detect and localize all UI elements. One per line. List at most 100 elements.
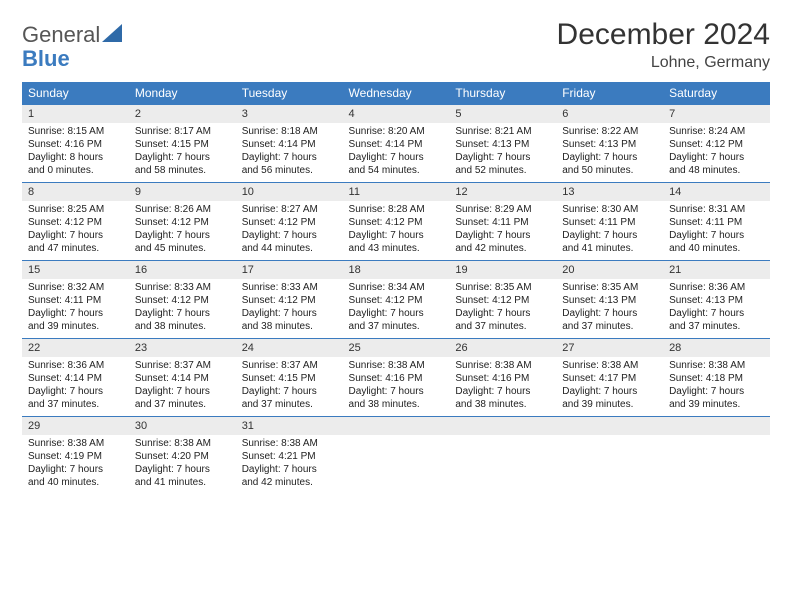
day-d1: Daylight: 7 hours bbox=[28, 385, 123, 398]
day-body bbox=[663, 435, 770, 441]
day-ss: Sunset: 4:19 PM bbox=[28, 450, 123, 463]
day-ss: Sunset: 4:13 PM bbox=[455, 138, 550, 151]
day-number: 22 bbox=[22, 338, 129, 357]
calendar-cell: 8Sunrise: 8:25 AMSunset: 4:12 PMDaylight… bbox=[22, 182, 129, 260]
day-number: 13 bbox=[556, 182, 663, 201]
day-sr: Sunrise: 8:38 AM bbox=[28, 437, 123, 450]
day-sr: Sunrise: 8:37 AM bbox=[242, 359, 337, 372]
day-d2: and 39 minutes. bbox=[28, 320, 123, 333]
day-body: Sunrise: 8:35 AMSunset: 4:12 PMDaylight:… bbox=[449, 279, 556, 337]
calendar-cell: 10 Sunrise: 8:27 AMSunset: 4:12 PMDayligh… bbox=[236, 182, 343, 260]
calendar-cell bbox=[556, 416, 663, 494]
day-d1: Daylight: 7 hours bbox=[135, 463, 230, 476]
calendar-cell bbox=[449, 416, 556, 494]
day-d2: and 38 minutes. bbox=[455, 398, 550, 411]
calendar-cell: 23Sunrise: 8:37 AMSunset: 4:14 PMDayligh… bbox=[129, 338, 236, 416]
day-body: Sunrise: 8:22 AMSunset: 4:13 PMDaylight:… bbox=[556, 123, 663, 181]
day-body: Sunrise: 8:37 AMSunset: 4:15 PMDaylight:… bbox=[236, 357, 343, 415]
calendar-cell: 26Sunrise: 8:38 AMSunset: 4:16 PMDayligh… bbox=[449, 338, 556, 416]
day-ss: Sunset: 4:13 PM bbox=[562, 138, 657, 151]
day-d2: and 44 minutes. bbox=[242, 242, 337, 255]
day-d1: Daylight: 7 hours bbox=[28, 463, 123, 476]
day-body: Sunrise: 8:36 AMSunset: 4:14 PMDaylight:… bbox=[22, 357, 129, 415]
day-sr: Sunrise: 8:38 AM bbox=[135, 437, 230, 450]
day-body: Sunrise: 8:30 AMSunset: 4:11 PMDaylight:… bbox=[556, 201, 663, 259]
day-ss: Sunset: 4:15 PM bbox=[242, 372, 337, 385]
day-ss: Sunset: 4:16 PM bbox=[455, 372, 550, 385]
calendar-row: 15Sunrise: 8:32 AMSunset: 4:11 PMDayligh… bbox=[22, 260, 770, 338]
day-body: Sunrise: 8:37 AMSunset: 4:14 PMDaylight:… bbox=[129, 357, 236, 415]
day-d1: Daylight: 7 hours bbox=[455, 229, 550, 242]
day-body: Sunrise: 8:35 AMSunset: 4:13 PMDaylight:… bbox=[556, 279, 663, 337]
day-d1: Daylight: 7 hours bbox=[242, 229, 337, 242]
calendar-cell: 28Sunrise: 8:38 AMSunset: 4:18 PMDayligh… bbox=[663, 338, 770, 416]
day-body: Sunrise: 8:34 AMSunset: 4:12 PMDaylight:… bbox=[343, 279, 450, 337]
day-ss: Sunset: 4:14 PM bbox=[242, 138, 337, 151]
day-d2: and 38 minutes. bbox=[349, 398, 444, 411]
calendar-cell: 5Sunrise: 8:21 AMSunset: 4:13 PMDaylight… bbox=[449, 104, 556, 182]
day-d2: and 45 minutes. bbox=[135, 242, 230, 255]
day-d1: Daylight: 7 hours bbox=[242, 151, 337, 164]
day-d1: Daylight: 7 hours bbox=[135, 307, 230, 320]
day-d1: Daylight: 7 hours bbox=[349, 151, 444, 164]
day-number: 26 bbox=[449, 338, 556, 357]
day-d1: Daylight: 7 hours bbox=[562, 307, 657, 320]
day-ss: Sunset: 4:12 PM bbox=[455, 294, 550, 307]
calendar-cell: 16Sunrise: 8:33 AMSunset: 4:12 PMDayligh… bbox=[129, 260, 236, 338]
logo-word-blue: Blue bbox=[22, 46, 70, 71]
day-sr: Sunrise: 8:22 AM bbox=[562, 125, 657, 138]
day-sr: Sunrise: 8:32 AM bbox=[28, 281, 123, 294]
weekday-monday: Monday bbox=[129, 82, 236, 104]
day-ss: Sunset: 4:14 PM bbox=[28, 372, 123, 385]
day-ss: Sunset: 4:12 PM bbox=[242, 216, 337, 229]
day-number: 8 bbox=[22, 182, 129, 201]
day-number: 4 bbox=[343, 104, 450, 123]
day-sr: Sunrise: 8:33 AM bbox=[242, 281, 337, 294]
day-d1: Daylight: 7 hours bbox=[349, 307, 444, 320]
day-number bbox=[556, 416, 663, 435]
day-body: Sunrise: 8:18 AMSunset: 4:14 PMDaylight:… bbox=[236, 123, 343, 181]
day-d1: Daylight: 7 hours bbox=[455, 151, 550, 164]
day-body: Sunrise: 8:21 AMSunset: 4:13 PMDaylight:… bbox=[449, 123, 556, 181]
day-ss: Sunset: 4:13 PM bbox=[669, 294, 764, 307]
calendar-row: 29Sunrise: 8:38 AMSunset: 4:19 PMDayligh… bbox=[22, 416, 770, 494]
day-d1: Daylight: 7 hours bbox=[349, 385, 444, 398]
sail-icon bbox=[102, 24, 122, 42]
day-number: 16 bbox=[129, 260, 236, 279]
day-d2: and 42 minutes. bbox=[242, 476, 337, 489]
day-body: Sunrise: 8:36 AMSunset: 4:13 PMDaylight:… bbox=[663, 279, 770, 337]
weekday-header-row: Sunday Monday Tuesday Wednesday Thursday… bbox=[22, 82, 770, 104]
day-ss: Sunset: 4:20 PM bbox=[135, 450, 230, 463]
day-number: 19 bbox=[449, 260, 556, 279]
calendar-cell: 20Sunrise: 8:35 AMSunset: 4:13 PMDayligh… bbox=[556, 260, 663, 338]
calendar-cell: 24Sunrise: 8:37 AMSunset: 4:15 PMDayligh… bbox=[236, 338, 343, 416]
day-body bbox=[449, 435, 556, 441]
day-body: Sunrise: 8:38 AMSunset: 4:21 PMDaylight:… bbox=[236, 435, 343, 493]
day-sr: Sunrise: 8:27 AM bbox=[242, 203, 337, 216]
calendar-row: 8Sunrise: 8:25 AMSunset: 4:12 PMDaylight… bbox=[22, 182, 770, 260]
day-number: 1 bbox=[22, 104, 129, 123]
day-sr: Sunrise: 8:35 AM bbox=[562, 281, 657, 294]
day-sr: Sunrise: 8:15 AM bbox=[28, 125, 123, 138]
day-d2: and 56 minutes. bbox=[242, 164, 337, 177]
calendar-cell: 17Sunrise: 8:33 AMSunset: 4:12 PMDayligh… bbox=[236, 260, 343, 338]
day-d2: and 37 minutes. bbox=[669, 320, 764, 333]
day-number: 17 bbox=[236, 260, 343, 279]
day-d1: Daylight: 7 hours bbox=[135, 385, 230, 398]
day-d2: and 54 minutes. bbox=[349, 164, 444, 177]
header: General Blue December 2024 Lohne, German… bbox=[22, 18, 770, 72]
day-d2: and 48 minutes. bbox=[669, 164, 764, 177]
day-number: 30 bbox=[129, 416, 236, 435]
calendar-row: 22Sunrise: 8:36 AMSunset: 4:14 PMDayligh… bbox=[22, 338, 770, 416]
day-ss: Sunset: 4:14 PM bbox=[349, 138, 444, 151]
day-number: 10 bbox=[236, 182, 343, 201]
day-body: Sunrise: 8:32 AMSunset: 4:11 PMDaylight:… bbox=[22, 279, 129, 337]
day-body: Sunrise: 8:29 AMSunset: 4:11 PMDaylight:… bbox=[449, 201, 556, 259]
day-number: 21 bbox=[663, 260, 770, 279]
day-sr: Sunrise: 8:18 AM bbox=[242, 125, 337, 138]
day-d1: Daylight: 7 hours bbox=[28, 229, 123, 242]
day-number: 14 bbox=[663, 182, 770, 201]
day-d1: Daylight: 7 hours bbox=[669, 385, 764, 398]
calendar-cell: 19Sunrise: 8:35 AMSunset: 4:12 PMDayligh… bbox=[449, 260, 556, 338]
day-ss: Sunset: 4:12 PM bbox=[349, 294, 444, 307]
